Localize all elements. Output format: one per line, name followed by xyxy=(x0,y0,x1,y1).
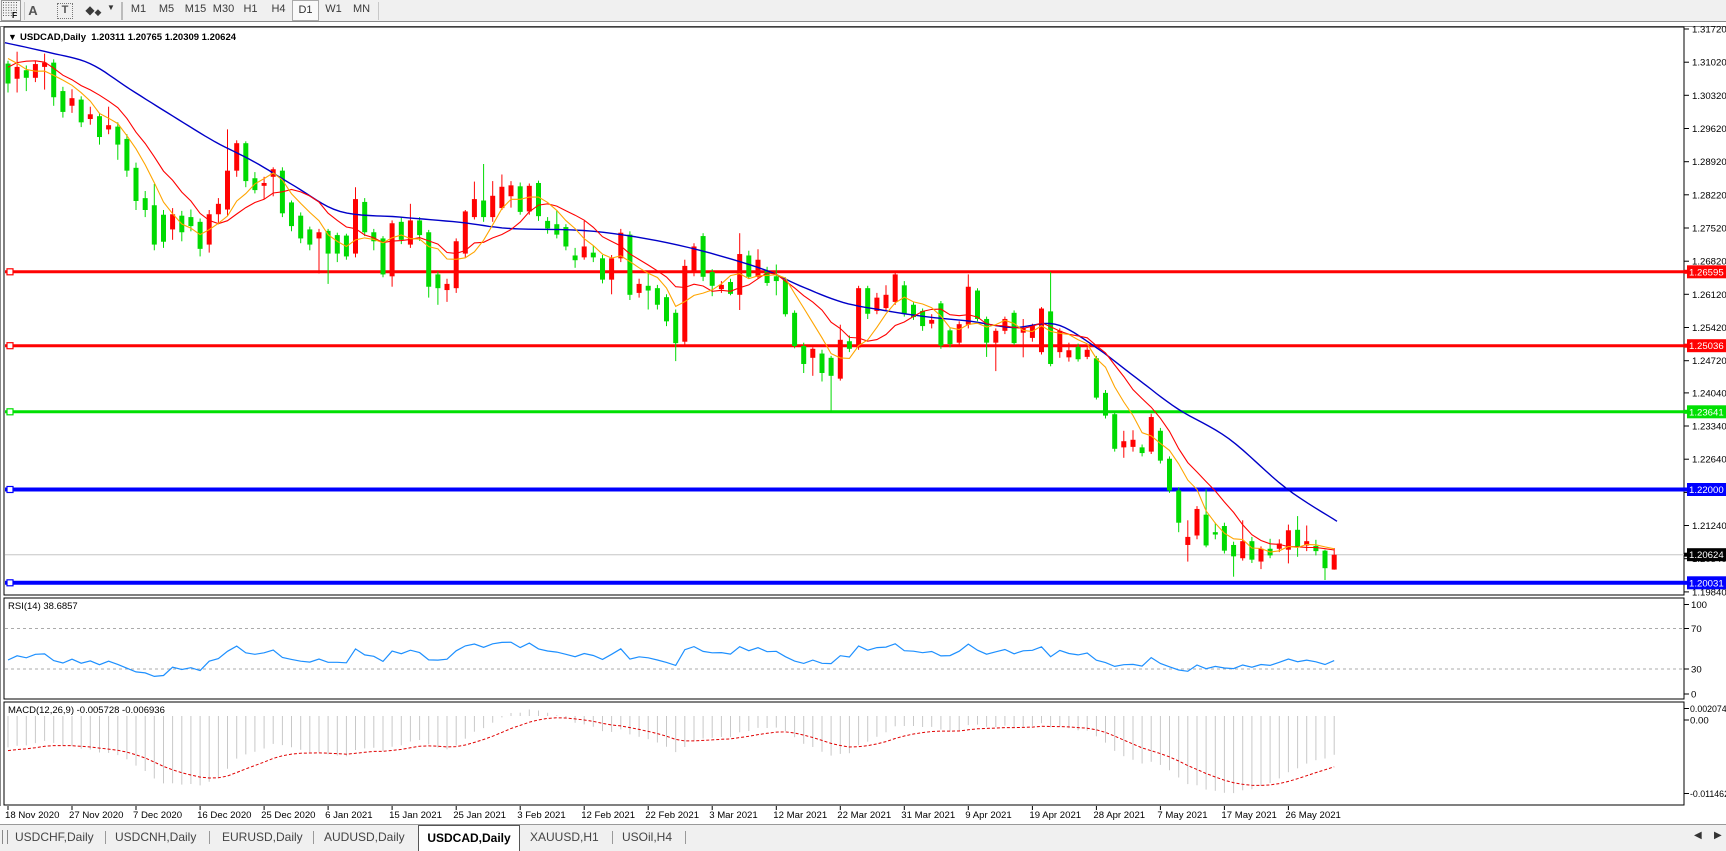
svg-text:1.24720: 1.24720 xyxy=(1692,356,1726,367)
svg-text:25 Dec 2020: 25 Dec 2020 xyxy=(261,810,315,821)
svg-text:7 Dec 2020: 7 Dec 2020 xyxy=(133,810,182,821)
svg-text:1.24040: 1.24040 xyxy=(1692,388,1726,399)
svg-text:16 Dec 2020: 16 Dec 2020 xyxy=(197,810,251,821)
svg-text:1.25420: 1.25420 xyxy=(1692,323,1726,334)
svg-text:USDCAD,Daily 1.20311 1.20765: USDCAD,Daily 1.20311 1.20765 1.20309 1.2… xyxy=(20,32,237,43)
svg-text:1.22640: 1.22640 xyxy=(1692,455,1726,466)
svg-text:1.29620: 1.29620 xyxy=(1692,124,1726,135)
svg-text:0.002074: 0.002074 xyxy=(1690,704,1726,714)
svg-text:22 Feb 2021: 22 Feb 2021 xyxy=(645,810,699,821)
svg-text:1.27520: 1.27520 xyxy=(1692,224,1726,235)
svg-text:17 May 2021: 17 May 2021 xyxy=(1221,810,1276,821)
svg-text:1.31720: 1.31720 xyxy=(1692,26,1726,36)
svg-text:100: 100 xyxy=(1691,600,1707,611)
svg-text:26 May 2021: 26 May 2021 xyxy=(1285,810,1340,821)
svg-text:1.22000: 1.22000 xyxy=(1689,485,1724,496)
svg-text:0: 0 xyxy=(1691,690,1696,701)
svg-text:▼: ▼ xyxy=(8,32,17,42)
svg-text:27 Nov 2020: 27 Nov 2020 xyxy=(69,810,123,821)
svg-text:1.20031: 1.20031 xyxy=(1689,578,1724,589)
svg-text:12 Feb 2021: 12 Feb 2021 xyxy=(581,810,635,821)
svg-text:1.26120: 1.26120 xyxy=(1692,290,1726,301)
svg-text:9 Apr 2021: 9 Apr 2021 xyxy=(965,810,1011,821)
svg-text:1.26820: 1.26820 xyxy=(1692,257,1726,268)
svg-text:6 Jan 2021: 6 Jan 2021 xyxy=(325,810,372,821)
svg-text:1.23641: 1.23641 xyxy=(1689,407,1724,418)
svg-text:3 Feb 2021: 3 Feb 2021 xyxy=(517,810,566,821)
svg-text:1.23340: 1.23340 xyxy=(1692,422,1726,433)
svg-text:MACD(12,26,9) -0.005728 -0.006: MACD(12,26,9) -0.005728 -0.006936 xyxy=(8,705,165,716)
svg-text:1.28920: 1.28920 xyxy=(1692,157,1726,168)
svg-text:15 Jan 2021: 15 Jan 2021 xyxy=(389,810,442,821)
svg-text:RSI(14) 38.6857: RSI(14) 38.6857 xyxy=(8,601,78,612)
svg-text:1.26595: 1.26595 xyxy=(1689,267,1724,278)
svg-text:31 Mar 2021: 31 Mar 2021 xyxy=(901,810,955,821)
svg-text:1.20624: 1.20624 xyxy=(1689,550,1724,561)
svg-text:1.28220: 1.28220 xyxy=(1692,190,1726,201)
svg-text:19 Apr 2021: 19 Apr 2021 xyxy=(1029,810,1081,821)
svg-text:28 Apr 2021: 28 Apr 2021 xyxy=(1093,810,1145,821)
svg-text:1.31020: 1.31020 xyxy=(1692,58,1726,69)
svg-text:25 Jan 2021: 25 Jan 2021 xyxy=(453,810,506,821)
svg-text:F: F xyxy=(12,11,17,20)
svg-text:30: 30 xyxy=(1691,665,1702,676)
svg-text:-0.011462: -0.011462 xyxy=(1690,789,1726,799)
svg-text:1.19840: 1.19840 xyxy=(1692,587,1726,598)
svg-text:12 Mar 2021: 12 Mar 2021 xyxy=(773,810,827,821)
svg-text:0.00: 0.00 xyxy=(1690,716,1709,727)
svg-text:70: 70 xyxy=(1691,624,1702,635)
svg-text:1.25036: 1.25036 xyxy=(1689,341,1724,352)
svg-text:18 Nov 2020: 18 Nov 2020 xyxy=(5,810,59,821)
svg-text:22 Mar 2021: 22 Mar 2021 xyxy=(837,810,891,821)
svg-text:1.30320: 1.30320 xyxy=(1692,91,1726,102)
svg-text:3 Mar 2021: 3 Mar 2021 xyxy=(709,810,758,821)
svg-text:7 May 2021: 7 May 2021 xyxy=(1157,810,1207,821)
svg-text:1.21240: 1.21240 xyxy=(1692,521,1726,532)
